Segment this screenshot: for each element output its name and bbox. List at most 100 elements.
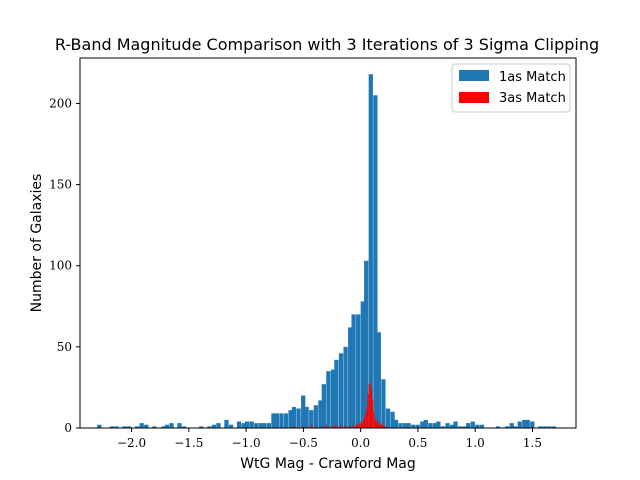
bar-1as-match-8 — [152, 426, 157, 428]
bar-1as-match-35 — [301, 395, 306, 428]
bar-1as-match-47 — [351, 314, 356, 428]
bar-1as-match-59 — [403, 423, 408, 428]
bar-1as-match-10 — [164, 424, 170, 428]
bar-3as-match-46 — [383, 426, 385, 428]
bar-1as-match-63 — [420, 421, 425, 428]
bar-1as-match-28 — [271, 413, 276, 428]
bar-3as-match-45 — [382, 424, 384, 428]
x-tick-label-6: 1.0 — [466, 436, 485, 450]
bar-1as-match-29 — [274, 413, 279, 428]
bar-3as-match-22 — [356, 423, 358, 428]
bar-3as-match-5 — [311, 424, 313, 428]
bar-1as-match-17 — [216, 423, 221, 428]
bar-3as-match-33 — [368, 384, 370, 428]
bar-1as-match-69 — [445, 423, 450, 428]
bar-1as-match-89 — [551, 426, 557, 428]
y-tick-label-4: 200 — [49, 96, 72, 110]
bar-1as-match-27 — [266, 423, 271, 428]
y-axis-ticks: 0 50 100 150 200 — [49, 96, 80, 435]
bar-1as-match-70 — [450, 424, 455, 428]
x-axis-label: WtG Mag - Crawford Mag — [240, 456, 416, 472]
bar-1as-match-45 — [343, 346, 348, 428]
bar-1as-match-31 — [283, 413, 289, 428]
bar-1as-match-44 — [338, 353, 344, 428]
bar-1as-match-67 — [436, 421, 441, 428]
bar-1as-match-81 — [513, 426, 518, 428]
bar-1as-match-54 — [381, 379, 386, 428]
bar-1as-match-32 — [288, 410, 293, 428]
bar-3as-match-43 — [380, 423, 382, 428]
y-tick-label-3: 150 — [49, 178, 72, 192]
bar-1as-match-72 — [458, 426, 463, 428]
bar-3as-match-28 — [362, 419, 365, 428]
bar-3as-match-41 — [377, 423, 379, 428]
bar-3as-match-37 — [373, 411, 375, 428]
y-tick-label-0: 0 — [64, 421, 72, 435]
bar-1as-match-76 — [475, 424, 480, 428]
bar-3as-match-30 — [365, 413, 367, 428]
x-tick-label-2: −1.0 — [232, 436, 261, 450]
bar-1as-match-30 — [279, 413, 284, 428]
bar-3as-match-40 — [376, 419, 378, 428]
bar-1as-match-40 — [321, 384, 326, 428]
bar-1as-match-55 — [385, 408, 391, 428]
bar-1as-match-49 — [360, 301, 365, 428]
bar-3as-match-13 — [336, 426, 338, 428]
chart-title: R-Band Magnitude Comparison with 3 Itera… — [55, 35, 599, 54]
bar-1as-match-11 — [169, 423, 174, 428]
bar-1as-match-5 — [134, 426, 140, 428]
bar-1as-match-2 — [114, 426, 119, 428]
legend-swatch-1as-match — [459, 70, 489, 81]
bar-1as-match-25 — [258, 423, 263, 428]
bar-1as-match-80 — [509, 423, 514, 428]
bar-1as-match-78 — [495, 426, 501, 428]
bar-3as-match-31 — [366, 406, 368, 428]
bar-3as-match-9 — [326, 424, 328, 428]
bar-1as-match-46 — [348, 327, 353, 428]
bar-3as-match-42 — [378, 424, 381, 428]
bar-1as-match-21 — [241, 423, 246, 428]
bar-1as-match-1 — [109, 426, 115, 428]
legend-swatch-3as-match — [459, 92, 489, 103]
bar-1as-match-22 — [244, 421, 250, 428]
bar-3as-match-47 — [384, 426, 386, 428]
bar-1as-match-48 — [356, 314, 361, 428]
bar-1as-match-15 — [207, 426, 212, 428]
bar-1as-match-58 — [398, 423, 403, 428]
bar-3as-match-4 — [309, 426, 311, 428]
bar-1as-match-71 — [453, 421, 458, 428]
bar-1as-match-83 — [522, 419, 527, 428]
bar-1as-match-43 — [334, 359, 339, 428]
bar-1as-match-61 — [411, 424, 416, 428]
legend-label-1as-match: 1as Match — [499, 70, 566, 85]
bar-3as-match-26 — [360, 421, 362, 428]
bar-3as-match-3 — [303, 426, 305, 428]
bar-3as-match-38 — [374, 418, 376, 428]
y-tick-label-1: 50 — [57, 340, 72, 354]
bar-1as-match-42 — [330, 369, 336, 428]
bar-1as-match-4 — [126, 426, 132, 428]
bar-3as-match-35 — [370, 389, 373, 428]
bar-1as-match-36 — [304, 406, 309, 428]
bar-1as-match-52 — [373, 95, 378, 428]
bar-1as-match-34 — [296, 408, 301, 428]
bar-1as-match-53 — [376, 332, 381, 428]
bar-1as-match-6 — [139, 423, 144, 428]
bar-3as-match-17 — [345, 426, 347, 428]
x-tick-label-3: −0.5 — [289, 436, 318, 450]
bar-1as-match-68 — [440, 426, 446, 428]
bar-3as-match-15 — [341, 424, 343, 428]
bar-1as-match-7 — [144, 424, 149, 428]
series-3as-match-bars — [291, 382, 386, 428]
bar-1as-match-57 — [393, 419, 399, 428]
bar-3as-match-20 — [352, 424, 354, 428]
bar-3as-match-10 — [329, 426, 331, 428]
bar-1as-match-73 — [462, 426, 467, 428]
bar-1as-match-84 — [525, 419, 530, 428]
bar-1as-match-79 — [504, 426, 510, 428]
bar-3as-match-39 — [375, 421, 377, 428]
bar-1as-match-87 — [542, 426, 548, 428]
bar-1as-match-33 — [291, 406, 297, 428]
bar-1as-match-12 — [177, 423, 182, 428]
